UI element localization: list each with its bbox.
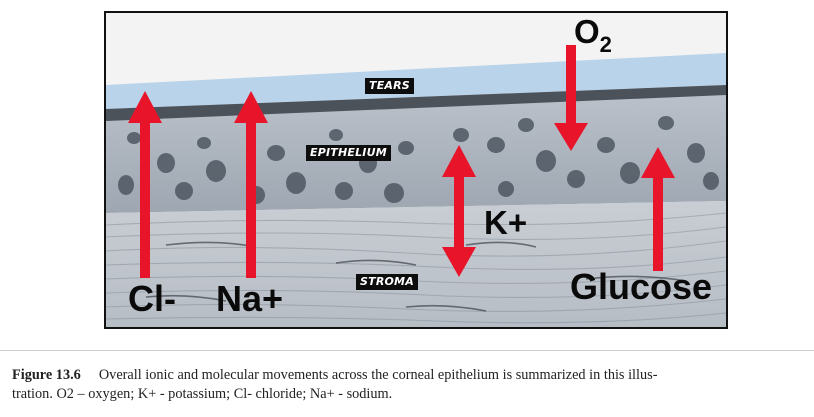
figure-caption: Figure 13.6 Overall ionic and molecular m… <box>12 366 807 404</box>
tears-label: TEARS <box>365 78 414 94</box>
caption-divider <box>0 350 814 351</box>
glucose-label: Glucose <box>570 266 713 307</box>
caption-line-2: tration. O2 – oxygen; K+ - potassium; Cl… <box>12 386 393 402</box>
chloride-arrow-head <box>128 91 162 123</box>
sodium-label: Na+ <box>216 278 284 319</box>
arrows <box>128 45 675 278</box>
potassium-arrow-head-up <box>442 145 476 177</box>
stroma-label: STROMA <box>356 274 418 290</box>
sodium-arrow-head <box>234 91 268 123</box>
oxygen-label-subscript: 2 <box>599 32 612 57</box>
potassium-label: K+ <box>484 204 528 241</box>
cornea-illustration <box>106 13 726 327</box>
glucose-arrow-head <box>641 147 675 178</box>
figure-number: Figure 13.6 <box>12 367 81 383</box>
caption-text-1: Overall ionic and molecular movements ac… <box>98 367 658 383</box>
stroma-fibers <box>106 212 726 324</box>
cornea-diagram: TEARS EPITHELIUM STROMA O2 K+ Cl- Na+ Gl… <box>104 11 728 329</box>
oxygen-arrow-head <box>554 123 588 151</box>
chloride-label: Cl- <box>128 278 176 319</box>
chloride-arrow-shaft <box>140 108 150 278</box>
epithelium-label: EPITHELIUM <box>306 145 391 161</box>
oxygen-label: O2 <box>574 13 612 56</box>
oxygen-arrow-shaft <box>566 45 576 131</box>
potassium-arrow-head-down <box>442 247 476 277</box>
oxygen-label-base: O <box>574 13 600 50</box>
caption-line-1: Figure 13.6 Overall ionic and molecular m… <box>12 366 807 385</box>
potassium-arrow-shaft <box>454 169 464 255</box>
sodium-arrow-shaft <box>246 108 256 278</box>
keratocyte-lines <box>145 241 687 312</box>
glucose-arrow-shaft <box>653 163 663 271</box>
stroma-layer <box>106 201 726 327</box>
